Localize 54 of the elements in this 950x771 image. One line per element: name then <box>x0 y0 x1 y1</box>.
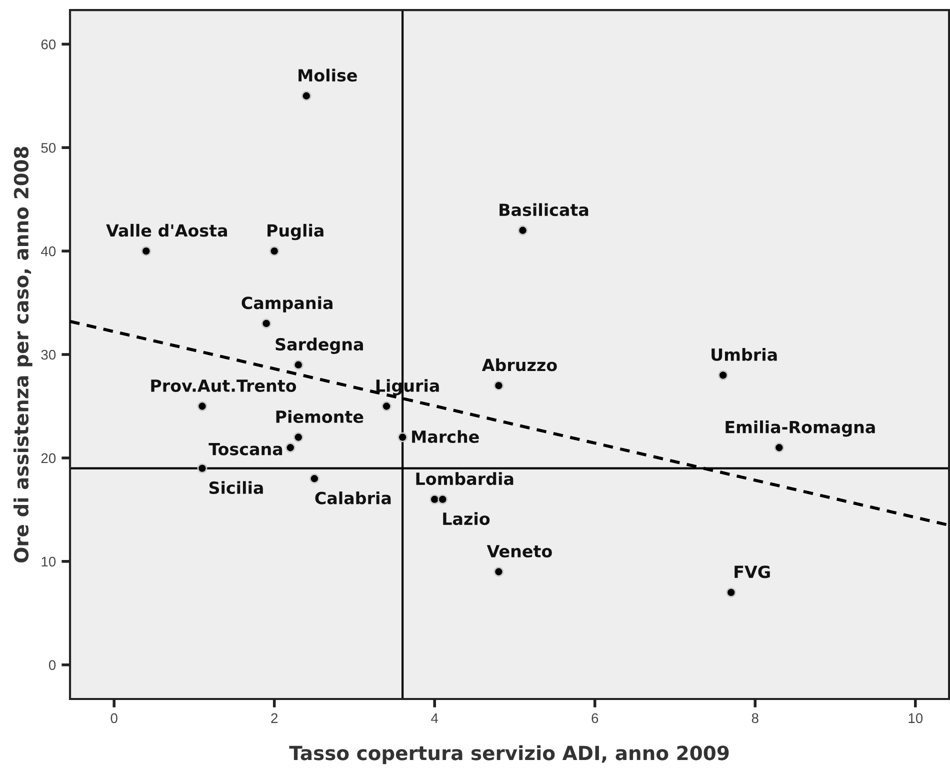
point <box>494 380 504 391</box>
annotation: Veneto <box>486 545 552 558</box>
point <box>438 494 448 504</box>
annotation: FVG <box>734 566 770 578</box>
y-tick-label: 20 <box>41 453 56 464</box>
point <box>518 225 528 236</box>
annotation: Marche <box>412 430 479 443</box>
annotation: Molise <box>298 68 357 82</box>
annotation: Prov.Aut.Trento <box>151 380 296 392</box>
point <box>141 246 152 256</box>
y-tick-label: 30 <box>41 350 56 360</box>
annotation: Basilicata <box>500 203 588 216</box>
point <box>718 370 728 380</box>
point <box>285 442 296 453</box>
y-tick-label: 0 <box>48 660 56 670</box>
annotation: Toscana <box>208 442 282 456</box>
point <box>293 360 304 370</box>
annotation: Sardegna <box>276 338 363 354</box>
annotation: Campania <box>242 296 332 312</box>
x-tick-label: 2 <box>271 713 278 723</box>
point <box>301 90 312 101</box>
annotation: Calabria <box>315 491 391 504</box>
annotation: Umbria <box>712 348 777 361</box>
y-tick-label: 50 <box>41 142 56 153</box>
annotation: Puglia <box>268 224 324 240</box>
annotation: Sicilia <box>209 481 263 494</box>
annotation: Piemonte <box>276 410 364 423</box>
y-tick-label: 10 <box>42 556 56 567</box>
annotation: Emilia-Romagna <box>726 420 875 437</box>
y-tick-label: 40 <box>41 246 56 256</box>
point <box>430 494 440 504</box>
point <box>197 401 208 412</box>
point <box>293 432 304 442</box>
x-tick-label: 10 <box>908 713 923 724</box>
point <box>398 432 408 442</box>
point <box>774 442 784 453</box>
annotation: Lazio <box>443 512 490 526</box>
y-axis-title: Ore di assistenza per caso, anno 2008 <box>14 146 32 562</box>
point <box>382 401 392 412</box>
point <box>261 318 272 328</box>
x-tick-label: 4 <box>431 713 438 723</box>
x-axis-title: Tasso copertura servizio ADI, anno 2009 <box>289 745 729 764</box>
point <box>494 566 504 577</box>
annotation: Valle d'Aosta <box>106 224 227 237</box>
x-tick-label: 0 <box>110 713 118 724</box>
annotation: Abruzzo <box>482 358 557 372</box>
annotation: Lombardia <box>416 472 514 486</box>
point <box>726 587 736 598</box>
x-tick-label: 6 <box>592 713 598 724</box>
x-tick-label: 8 <box>752 713 758 724</box>
point <box>269 246 280 256</box>
point <box>309 474 320 484</box>
y-tick-label: 60 <box>41 39 56 50</box>
point <box>197 463 208 474</box>
